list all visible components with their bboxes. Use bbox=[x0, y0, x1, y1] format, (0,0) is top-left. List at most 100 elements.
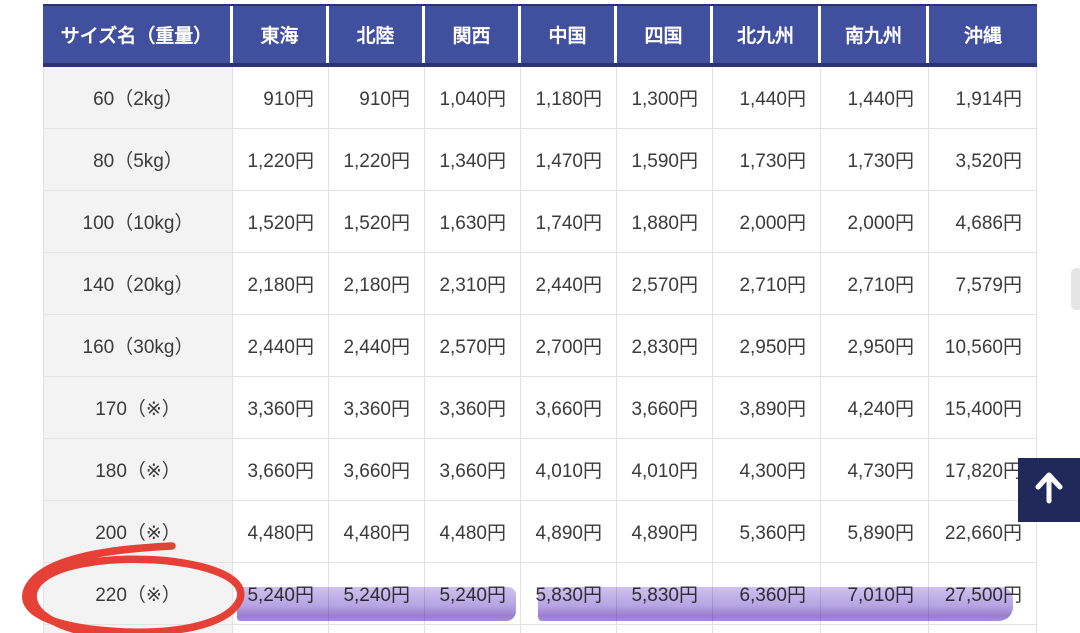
price-cell: 910円 bbox=[329, 67, 425, 129]
column-header-region: 中国 bbox=[521, 6, 617, 63]
price-cell: 1,340円 bbox=[425, 129, 521, 191]
table-row-partial bbox=[43, 625, 1037, 633]
price-cell: 5,240円 bbox=[233, 563, 329, 625]
price-cell: 1,520円 bbox=[329, 191, 425, 253]
size-cell: 140（20kg） bbox=[43, 253, 233, 315]
size-cell: 220（※） bbox=[43, 563, 233, 625]
price-cell: 2,570円 bbox=[617, 253, 713, 315]
price-cell: 3,660円 bbox=[233, 439, 329, 501]
price-cell: 4,480円 bbox=[329, 501, 425, 563]
price-cell: 2,440円 bbox=[233, 315, 329, 377]
table-row: 160（30kg） 2,440円 2,440円 2,570円 2,700円 2,830円 2… bbox=[43, 315, 1037, 377]
column-header-region: 北九州 bbox=[713, 6, 821, 63]
price-cell: 4,890円 bbox=[617, 501, 713, 563]
price-cell: 3,660円 bbox=[425, 439, 521, 501]
price-cell bbox=[713, 625, 821, 633]
price-cell: 4,480円 bbox=[233, 501, 329, 563]
column-header-size: サイズ名（重量） bbox=[43, 6, 233, 63]
price-cell: 6,360円 bbox=[713, 563, 821, 625]
price-cell: 2,440円 bbox=[329, 315, 425, 377]
price-cell: 1,914円 bbox=[929, 67, 1037, 129]
size-cell: 180（※） bbox=[43, 439, 233, 501]
price-cell: 5,360円 bbox=[713, 501, 821, 563]
price-cell bbox=[425, 625, 521, 633]
price-table: サイズ名（重量） 東海 北陸 関西 中国 四国 北九州 南九州 沖縄 60（2kg） 910円 91… bbox=[43, 4, 1037, 633]
price-cell bbox=[929, 625, 1037, 633]
size-cell: 80（5kg） bbox=[43, 129, 233, 191]
scrollbar-thumb[interactable] bbox=[1071, 268, 1080, 310]
table-row: 220（※） 5,240円 5,240円 5,240円 5,830円 5,830円 6,36… bbox=[43, 563, 1037, 625]
price-cell: 2,950円 bbox=[821, 315, 929, 377]
price-cell: 3,660円 bbox=[521, 377, 617, 439]
scroll-to-top-button[interactable] bbox=[1018, 458, 1080, 522]
column-header-region: 南九州 bbox=[821, 6, 929, 63]
price-cell: 1,040円 bbox=[425, 67, 521, 129]
price-cell: 2,570円 bbox=[425, 315, 521, 377]
price-cell bbox=[821, 625, 929, 633]
price-cell: 1,730円 bbox=[713, 129, 821, 191]
price-cell: 4,240円 bbox=[821, 377, 929, 439]
size-cell bbox=[43, 625, 233, 633]
price-cell: 2,180円 bbox=[233, 253, 329, 315]
table-row: 170（※） 3,360円 3,360円 3,360円 3,660円 3,660円 3,89… bbox=[43, 377, 1037, 439]
table-header-row: サイズ名（重量） 東海 北陸 関西 中国 四国 北九州 南九州 沖縄 bbox=[43, 4, 1037, 67]
price-cell bbox=[521, 625, 617, 633]
size-cell: 160（30kg） bbox=[43, 315, 233, 377]
price-cell: 1,300円 bbox=[617, 67, 713, 129]
price-cell bbox=[233, 625, 329, 633]
table-row: 140（20kg） 2,180円 2,180円 2,310円 2,440円 2,570円 2… bbox=[43, 253, 1037, 315]
price-cell: 3,360円 bbox=[425, 377, 521, 439]
price-cell: 7,010円 bbox=[821, 563, 929, 625]
column-header-region: 東海 bbox=[233, 6, 329, 63]
price-cell: 1,630円 bbox=[425, 191, 521, 253]
size-cell: 100（10kg） bbox=[43, 191, 233, 253]
price-cell: 4,010円 bbox=[521, 439, 617, 501]
price-cell: 910円 bbox=[233, 67, 329, 129]
price-cell: 2,710円 bbox=[713, 253, 821, 315]
price-cell: 2,000円 bbox=[713, 191, 821, 253]
table-row: 180（※） 3,660円 3,660円 3,660円 4,010円 4,010円 4,30… bbox=[43, 439, 1037, 501]
price-cell: 4,300円 bbox=[713, 439, 821, 501]
column-header-region: 関西 bbox=[425, 6, 521, 63]
price-cell bbox=[329, 625, 425, 633]
price-cell: 15,400円 bbox=[929, 377, 1037, 439]
price-cell: 2,180円 bbox=[329, 253, 425, 315]
table-row: 80（5kg） 1,220円 1,220円 1,340円 1,470円 1,590円 1,7… bbox=[43, 129, 1037, 191]
price-cell: 5,830円 bbox=[521, 563, 617, 625]
price-cell: 10,560円 bbox=[929, 315, 1037, 377]
price-cell: 5,890円 bbox=[821, 501, 929, 563]
price-cell: 1,520円 bbox=[233, 191, 329, 253]
table-row: 100（10kg） 1,520円 1,520円 1,630円 1,740円 1,880円 2… bbox=[43, 191, 1037, 253]
price-cell: 5,240円 bbox=[425, 563, 521, 625]
price-cell: 4,686円 bbox=[929, 191, 1037, 253]
price-cell: 3,660円 bbox=[329, 439, 425, 501]
size-cell: 170（※） bbox=[43, 377, 233, 439]
price-cell: 1,180円 bbox=[521, 67, 617, 129]
price-cell: 1,440円 bbox=[713, 67, 821, 129]
price-cell: 2,000円 bbox=[821, 191, 929, 253]
price-cell: 7,579円 bbox=[929, 253, 1037, 315]
price-cell: 4,730円 bbox=[821, 439, 929, 501]
price-cell: 1,880円 bbox=[617, 191, 713, 253]
price-cell: 2,440円 bbox=[521, 253, 617, 315]
price-cell: 2,950円 bbox=[713, 315, 821, 377]
price-cell: 1,220円 bbox=[233, 129, 329, 191]
price-cell: 2,830円 bbox=[617, 315, 713, 377]
size-cell: 200（※） bbox=[43, 501, 233, 563]
price-cell: 1,740円 bbox=[521, 191, 617, 253]
price-cell: 27,500円 bbox=[929, 563, 1037, 625]
price-cell: 3,360円 bbox=[233, 377, 329, 439]
price-cell: 3,660円 bbox=[617, 377, 713, 439]
price-cell: 3,360円 bbox=[329, 377, 425, 439]
price-cell: 2,710円 bbox=[821, 253, 929, 315]
price-cell: 3,520円 bbox=[929, 129, 1037, 191]
price-cell: 2,700円 bbox=[521, 315, 617, 377]
price-cell: 4,480円 bbox=[425, 501, 521, 563]
table-body: 60（2kg） 910円 910円 1,040円 1,180円 1,300円 1,440円 1… bbox=[43, 67, 1037, 633]
column-header-region: 沖縄 bbox=[929, 6, 1037, 63]
price-cell: 2,310円 bbox=[425, 253, 521, 315]
price-cell: 1,440円 bbox=[821, 67, 929, 129]
price-cell: 1,730円 bbox=[821, 129, 929, 191]
price-cell: 22,660円 bbox=[929, 501, 1037, 563]
